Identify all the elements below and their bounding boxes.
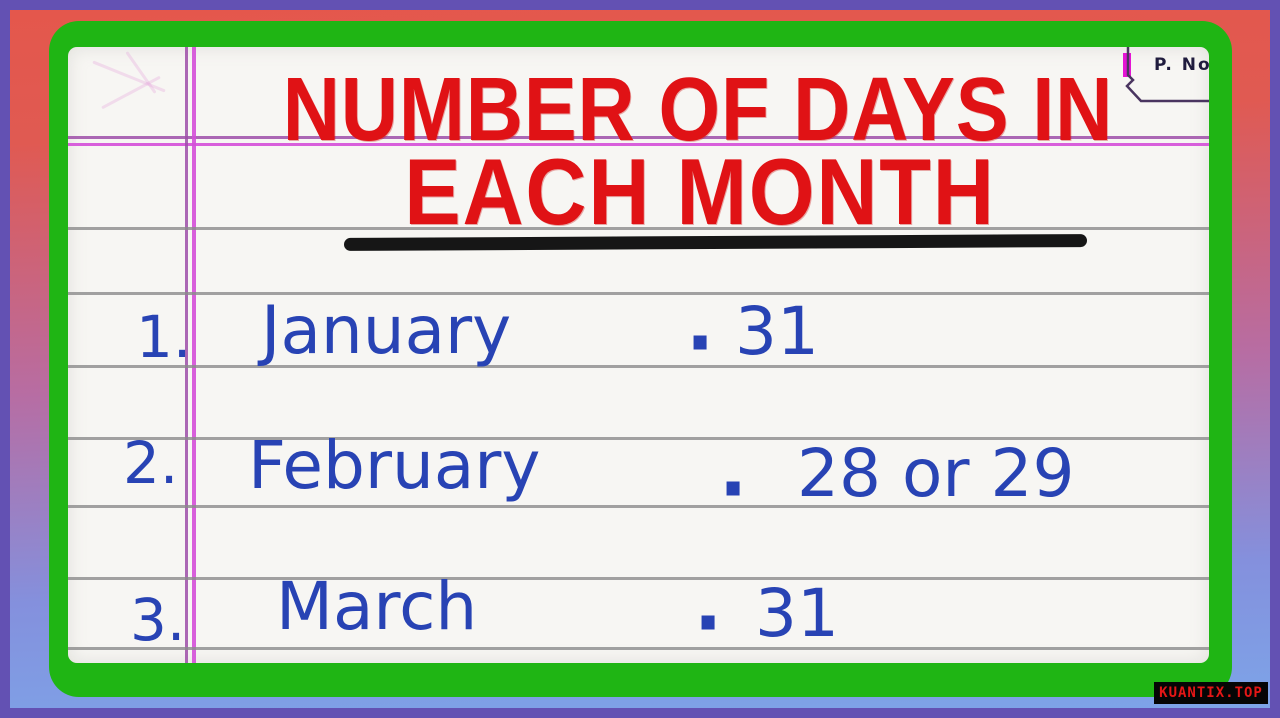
header-rule-line bbox=[68, 143, 1209, 146]
faint-scribble bbox=[101, 75, 161, 110]
ruled-line bbox=[68, 292, 1209, 295]
ruled-line bbox=[68, 577, 1209, 580]
ruled-line bbox=[68, 227, 1209, 230]
item-month: March bbox=[276, 568, 478, 645]
item-separator: · bbox=[686, 300, 715, 386]
ruled-line bbox=[68, 647, 1209, 650]
header-rule-line bbox=[68, 136, 1209, 139]
item-days: 28 or 29 bbox=[797, 435, 1075, 512]
page-title-line-2: EACH MONTH bbox=[404, 139, 996, 244]
item-number: 1. bbox=[136, 303, 192, 371]
ruled-line bbox=[68, 365, 1209, 368]
item-number: 2. bbox=[123, 429, 179, 497]
notebook-paper: P. No NUMBER OF DAYS IN EACH MONTH 1. Ja… bbox=[68, 47, 1209, 663]
watermark-text: KUANTIX.TOP bbox=[1159, 685, 1263, 701]
item-days: 31 bbox=[735, 293, 819, 370]
item-month: January bbox=[261, 292, 512, 369]
ruled-line bbox=[68, 437, 1209, 440]
page-number-corner bbox=[1123, 47, 1209, 103]
watermark-badge: KUANTIX.TOP bbox=[1154, 682, 1268, 704]
item-days: 31 bbox=[755, 575, 839, 652]
faint-scribble bbox=[92, 60, 166, 93]
page-number-label: P. No bbox=[1154, 55, 1209, 75]
item-separator: · bbox=[694, 580, 723, 663]
margin-line bbox=[192, 47, 196, 663]
page-title-line-1: NUMBER OF DAYS IN bbox=[282, 60, 1114, 160]
item-month: February bbox=[248, 427, 541, 504]
item-number: 3. bbox=[130, 586, 186, 654]
margin-line bbox=[185, 47, 188, 663]
title-underline bbox=[343, 234, 1088, 251]
item-separator: · bbox=[719, 446, 748, 532]
ruled-line bbox=[68, 505, 1209, 508]
